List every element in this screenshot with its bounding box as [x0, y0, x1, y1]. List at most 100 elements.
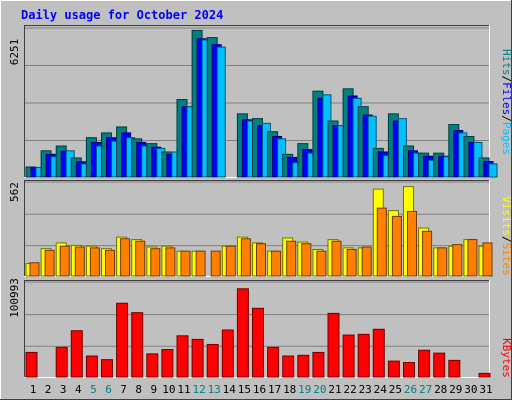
bar-sites-day-11	[180, 250, 191, 277]
bar-sites-day-10	[165, 247, 176, 277]
bar-kbytes-day-29	[448, 359, 461, 378]
bar-sites-day-22	[346, 249, 357, 277]
panel-visits-sites	[24, 180, 493, 277]
chart-title: Daily usage for October 2024	[21, 8, 223, 22]
x-label-day-18: 18	[283, 383, 296, 396]
x-label-day-14: 14	[223, 383, 237, 396]
bar-kbytes-day-20	[312, 351, 325, 378]
bar-sites-day-27	[422, 230, 433, 277]
bar-kbytes-day-28	[433, 352, 446, 378]
legend-pages-files-hits: Hits/Files/Pages	[500, 49, 512, 155]
x-label-day-27: 27	[419, 383, 432, 396]
panel-pages-files-hits	[24, 25, 498, 178]
panel-kbytes	[24, 280, 491, 378]
bar-kbytes-day-14	[221, 329, 234, 378]
bar-sites-day-4	[74, 246, 85, 277]
bar-sites-day-3	[59, 245, 70, 277]
bar-kbytes-day-26	[403, 362, 415, 378]
bar-kbytes-day-1	[25, 351, 38, 378]
bar-sites-day-21	[331, 240, 342, 277]
x-label-day-31: 31	[479, 383, 492, 396]
x-label-day-11: 11	[177, 383, 190, 396]
x-label-day-15: 15	[238, 383, 251, 396]
bar-sites-day-17	[271, 250, 282, 277]
bar-kbytes-day-6	[101, 359, 113, 378]
legend-hits: Hits	[500, 49, 512, 76]
legend-kbytes: KBytes	[500, 338, 512, 378]
bar-sites-day-31	[482, 242, 493, 277]
y-max-label-hits: 6251	[8, 39, 21, 66]
bar-kbytes-day-11	[176, 335, 189, 378]
bar-pages-day-23	[367, 115, 377, 178]
x-label-day-10: 10	[162, 383, 175, 396]
bar-kbytes-day-15	[236, 288, 249, 378]
bar-sites-day-30	[467, 239, 478, 277]
x-label-day-25: 25	[389, 383, 402, 396]
bar-kbytes-day-17	[267, 346, 280, 378]
bar-kbytes-day-12	[191, 338, 204, 378]
legend-kbytes-label: KBytes	[500, 338, 512, 378]
bar-sites-day-15	[240, 238, 251, 277]
legend-sep-1: /	[500, 76, 512, 83]
x-label-day-30: 30	[464, 383, 477, 396]
legend-sites: Sites	[500, 243, 512, 276]
legend-visits: Visits	[500, 196, 512, 236]
x-label-day-2: 2	[45, 383, 52, 396]
legend-visits-sites: Visits/Sites	[500, 196, 512, 276]
bar-pages-day-13	[216, 46, 226, 178]
x-label-day-26: 26	[404, 383, 417, 396]
bar-sites-day-1	[29, 262, 40, 277]
x-label-day-28: 28	[434, 383, 447, 396]
bar-sites-day-18	[286, 240, 297, 277]
bar-sites-day-24	[376, 207, 387, 277]
bar-kbytes-day-13	[206, 343, 219, 378]
y-max-label-kbytes: 100993	[8, 278, 21, 318]
bar-sites-day-23	[361, 246, 372, 277]
bar-kbytes-day-4	[70, 330, 83, 378]
legend-pages: Pages	[500, 122, 512, 155]
bar-kbytes-day-16	[252, 307, 264, 378]
x-axis-day-labels: 1 2 3 4 5 6 7 8 9 10 11 12 13 14 15 16 17 18 19 20 21 22 23 24 2…	[30, 383, 493, 396]
x-label-day-19: 19	[298, 383, 311, 396]
bar-kbytes-day-5	[85, 355, 98, 378]
x-label-day-7: 7	[120, 383, 127, 396]
bar-sites-day-2	[44, 249, 55, 277]
bar-kbytes-day-27	[418, 349, 431, 378]
x-label-day-8: 8	[135, 383, 142, 396]
bar-sites-day-9	[150, 248, 161, 277]
bar-sites-day-16	[256, 243, 266, 277]
x-label-day-1: 1	[30, 383, 37, 396]
bar-kbytes-day-8	[131, 312, 144, 378]
x-label-day-6: 6	[105, 383, 112, 396]
legend-sep-3: /	[500, 236, 512, 243]
bar-kbytes-day-9	[146, 353, 159, 378]
x-label-day-5: 5	[90, 383, 97, 396]
x-label-day-23: 23	[359, 383, 372, 396]
bar-sites-day-8	[135, 240, 146, 277]
bar-sites-day-6	[105, 249, 115, 277]
x-label-day-20: 20	[313, 383, 326, 396]
bar-sites-day-14	[225, 245, 236, 277]
x-label-day-22: 22	[343, 383, 356, 396]
x-label-day-4: 4	[75, 383, 82, 396]
x-label-day-24: 24	[374, 383, 388, 396]
bar-sites-day-25	[391, 215, 402, 277]
bar-kbytes-day-18	[282, 355, 295, 378]
bar-sites-day-7	[120, 238, 131, 277]
x-label-day-21: 21	[328, 383, 341, 396]
bar-sites-day-19	[301, 243, 312, 277]
y-max-label-visits: 562	[8, 182, 21, 202]
bar-kbytes-day-3	[55, 346, 68, 378]
x-label-day-12: 12	[192, 383, 205, 396]
x-label-day-16: 16	[253, 383, 266, 396]
bar-kbytes-day-25	[387, 360, 400, 378]
bar-kbytes-day-31	[478, 372, 491, 378]
bar-sites-day-13	[210, 250, 221, 277]
legend-files: Files	[500, 82, 512, 115]
x-label-day-13: 13	[208, 383, 221, 396]
bar-sites-day-20	[316, 250, 327, 277]
bar-pages-day-31	[488, 163, 498, 178]
bar-kbytes-day-21	[327, 312, 340, 378]
bar-sites-day-5	[89, 247, 100, 277]
